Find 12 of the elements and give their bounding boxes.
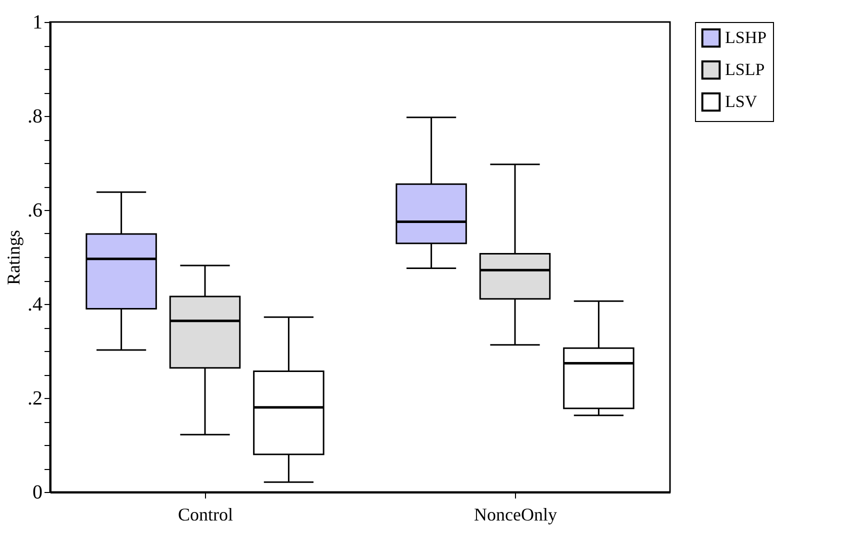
y-tick-label: .6: [28, 200, 42, 222]
x-tick-label: NonceOnly: [474, 504, 557, 524]
legend-label: LSLP: [725, 60, 765, 79]
legend-label: LSV: [725, 92, 758, 111]
y-tick-label: 0: [32, 482, 42, 504]
x-tick-label: Control: [178, 504, 234, 524]
y-tick-label: 1: [32, 12, 42, 34]
y-tick-label: .4: [28, 294, 42, 316]
y-tick-label: .2: [28, 388, 42, 410]
legend-label: LSHP: [725, 28, 767, 47]
y-axis-title: Ratings: [4, 230, 24, 286]
y-tick-label: .8: [28, 106, 42, 128]
